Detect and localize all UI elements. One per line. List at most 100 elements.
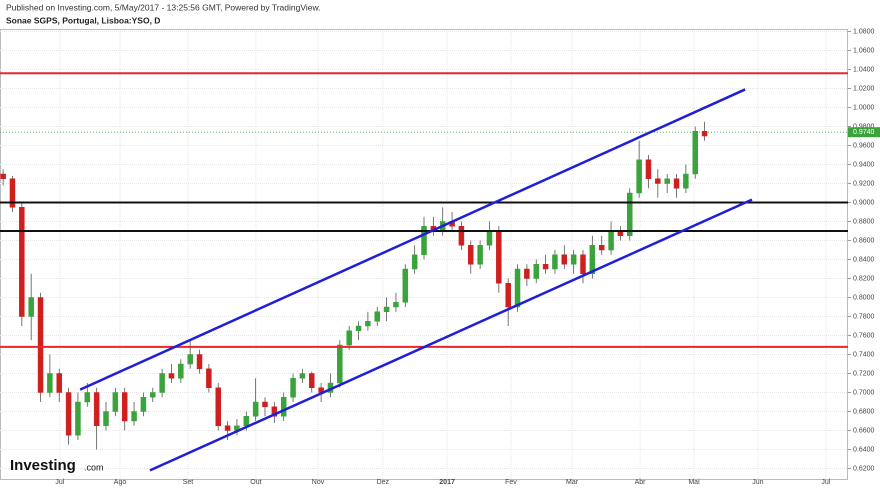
- candle-body: [411, 254, 418, 270]
- trend-line: [79, 88, 746, 391]
- candle-body: [701, 131, 708, 137]
- candle-body: [159, 373, 165, 393]
- candle-body: [655, 178, 661, 184]
- candle-body: [383, 306, 390, 312]
- y-tick-label: 0.7400: [853, 351, 875, 358]
- x-tick-label: Abr: [635, 479, 647, 486]
- candle-body: [393, 302, 399, 308]
- x-tick-label: Mar: [566, 479, 579, 486]
- y-tick-label: 0.7800: [853, 313, 875, 320]
- chart-title: Sonae SGPS, Portugal, Lisboa:YSO, D: [6, 15, 160, 25]
- y-tick-label: 0.8600: [853, 237, 875, 244]
- y-tick-label: 1.0600: [853, 47, 875, 54]
- candle-body: [140, 397, 147, 412]
- y-tick-label: 1.0800: [853, 28, 875, 35]
- x-tick-label: Nov: [312, 479, 325, 486]
- x-tick-label: Fev: [505, 479, 517, 486]
- plot-frame: [0, 29, 848, 480]
- candle-body: [84, 392, 91, 403]
- candle-body: [692, 131, 698, 175]
- x-tick-label: Ago: [114, 479, 127, 486]
- y-tick-label: 0.9200: [853, 180, 875, 187]
- candle-body: [290, 378, 296, 398]
- candle-body: [215, 387, 221, 426]
- candle-body: [552, 254, 558, 270]
- candle-body: [673, 178, 680, 189]
- candle-body: [262, 401, 268, 407]
- candle-body: [47, 373, 53, 393]
- x-tick-label: Mai: [688, 479, 700, 486]
- candle-body: [150, 392, 156, 398]
- candle-body: [280, 397, 287, 417]
- y-tick-label: 0.8800: [853, 218, 875, 225]
- candle-body: [486, 230, 493, 246]
- candle-body: [645, 159, 652, 179]
- candle-body: [365, 321, 371, 327]
- candle-body: [65, 392, 72, 436]
- candle-body: [421, 226, 427, 255]
- y-tick-label: 0.7600: [853, 332, 875, 339]
- y-tick-label: 0.9000: [853, 199, 875, 206]
- candle-body: [608, 230, 614, 251]
- candle-body: [178, 363, 184, 379]
- candle-body: [299, 373, 306, 379]
- candle-body: [570, 254, 577, 265]
- candle-body: [37, 297, 44, 393]
- y-tick-label: 0.7000: [853, 389, 875, 396]
- candle-body: [636, 159, 642, 194]
- candle-body: [243, 416, 250, 426]
- candle-body: [168, 373, 175, 379]
- candle-body: [598, 245, 605, 251]
- candle-body: [9, 178, 16, 208]
- candle-body: [514, 268, 521, 308]
- candle-body: [496, 230, 502, 284]
- x-tick-label: 2017: [439, 479, 455, 486]
- candle-body: [561, 254, 568, 265]
- candle-body: [683, 173, 689, 189]
- candle-body: [505, 283, 511, 308]
- candle-body: [28, 297, 34, 317]
- y-tick-label: 0.8000: [853, 294, 875, 301]
- x-tick-label: Jul: [55, 479, 64, 486]
- x-tick-label: Out: [250, 479, 261, 486]
- x-tick-label: Jul: [821, 479, 830, 486]
- candle-body: [271, 406, 278, 417]
- candle-body: [93, 392, 100, 426]
- candle-body: [346, 330, 352, 346]
- candle-body: [524, 268, 530, 279]
- y-tick-label: 0.6400: [853, 446, 875, 453]
- y-tick-label: 0.8200: [853, 275, 875, 282]
- candle-body: [131, 411, 137, 422]
- candle-body: [309, 373, 315, 388]
- candle-body: [580, 254, 586, 274]
- candle-body: [196, 354, 203, 369]
- candle-body: [19, 207, 25, 317]
- candle-body: [56, 373, 62, 393]
- y-tick-label: 0.9400: [853, 161, 875, 168]
- candle-body: [187, 354, 193, 365]
- candle-body: [402, 268, 409, 303]
- x-tick-label: Dez: [377, 479, 390, 486]
- candle-body: [533, 264, 539, 279]
- y-tick-label: 1.0200: [853, 85, 875, 92]
- y-tick-label: 0.8400: [853, 256, 875, 263]
- candle-body: [121, 392, 128, 422]
- trend-line: [149, 198, 753, 472]
- y-tick-label: 1.0400: [853, 66, 875, 73]
- candle-body: [337, 344, 343, 384]
- candle-body: [589, 245, 596, 274]
- candle-body: [112, 392, 119, 412]
- candle-body: [627, 192, 633, 236]
- y-tick-label: 0.9800: [853, 123, 875, 130]
- candle-body: [224, 425, 231, 431]
- y-tick-label: 0.9600: [853, 142, 875, 149]
- candle-body: [664, 178, 670, 184]
- y-tick-label: 0.7200: [853, 370, 875, 377]
- y-tick-label: 1.0000: [853, 104, 875, 111]
- last-price-label: 0.9740: [853, 129, 875, 136]
- last-price-box: [848, 127, 880, 138]
- candle-body: [477, 245, 483, 265]
- watermark-suffix: .com: [84, 462, 104, 472]
- candle-body: [374, 311, 380, 322]
